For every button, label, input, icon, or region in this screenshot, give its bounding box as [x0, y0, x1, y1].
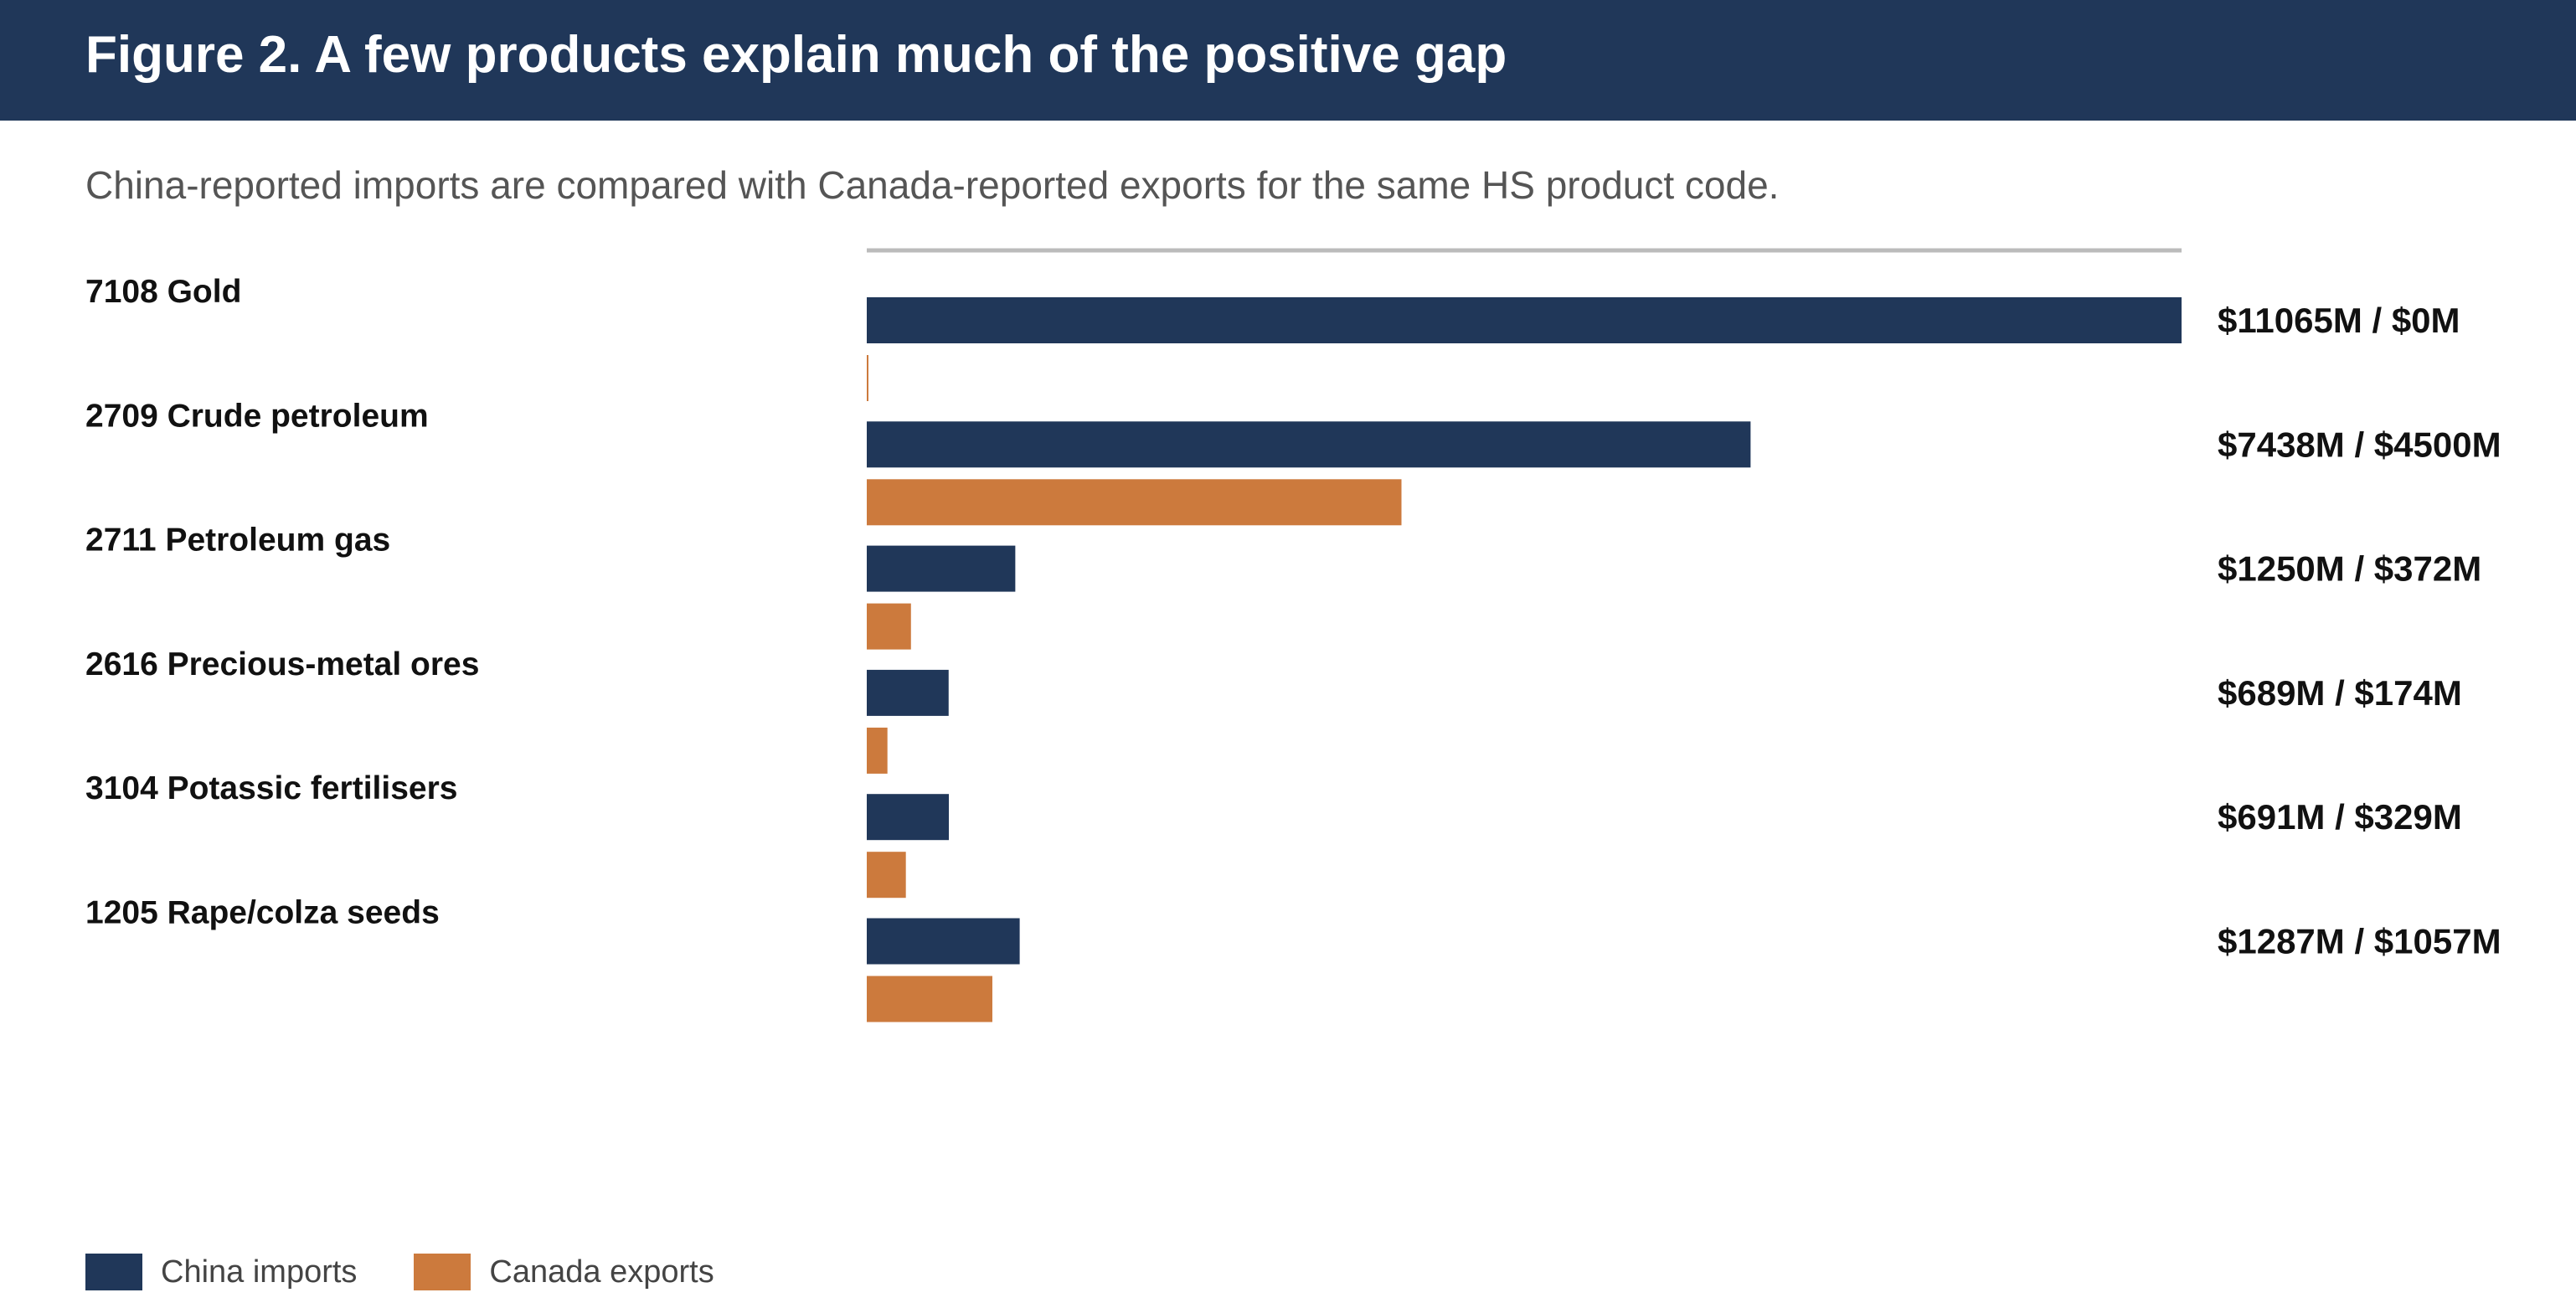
- legend-label-china: China imports: [161, 1254, 358, 1290]
- category-label: 1205 Rape/colza seeds: [85, 895, 440, 931]
- data-label: $689M / $174M: [2218, 673, 2462, 713]
- data-label: $11065M / $0M: [2218, 301, 2460, 340]
- category-label: 2616 Precious-metal ores: [85, 646, 479, 682]
- legend-label-canada: Canada exports: [489, 1254, 714, 1290]
- legend-item-china: China imports: [85, 1254, 357, 1290]
- bar-canada-exports: [867, 603, 911, 650]
- bar-china-imports: [867, 421, 1751, 468]
- legend: China imports Canada exports: [85, 1251, 771, 1293]
- category-label: 2709 Crude petroleum: [85, 398, 429, 434]
- bar-china-imports: [867, 918, 1020, 965]
- bar-china-imports: [867, 794, 950, 841]
- chart-title: Figure 2. A few products explain much of…: [85, 26, 1507, 84]
- data-label: $7438M / $4500M: [2218, 425, 2501, 464]
- data-label: $691M / $329M: [2218, 797, 2462, 837]
- legend-swatch-china: [85, 1254, 142, 1290]
- bar-canada-exports: [867, 479, 1402, 526]
- bar-canada-exports: [867, 727, 888, 774]
- legend-swatch-canada: [414, 1254, 471, 1290]
- bar-canada-exports: [867, 976, 992, 1022]
- category-label: 3104 Potassic fertilisers: [85, 770, 457, 806]
- chart-subtitle: China-reported imports are compared with…: [85, 163, 1780, 207]
- data-label: $1287M / $1057M: [2218, 922, 2501, 961]
- data-label: $1250M / $372M: [2218, 549, 2481, 589]
- category-label: 7108 Gold: [85, 274, 241, 310]
- category-label: 2711 Petroleum gas: [85, 523, 390, 559]
- title-banner: Figure 2. A few products explain much of…: [0, 0, 2576, 121]
- bar-china-imports: [867, 297, 2182, 343]
- bar-canada-exports: [867, 852, 906, 899]
- legend-item-canada: Canada exports: [414, 1254, 714, 1290]
- bar-china-imports: [867, 545, 1016, 592]
- bar-china-imports: [867, 669, 949, 716]
- bar-canada-exports: [867, 355, 868, 401]
